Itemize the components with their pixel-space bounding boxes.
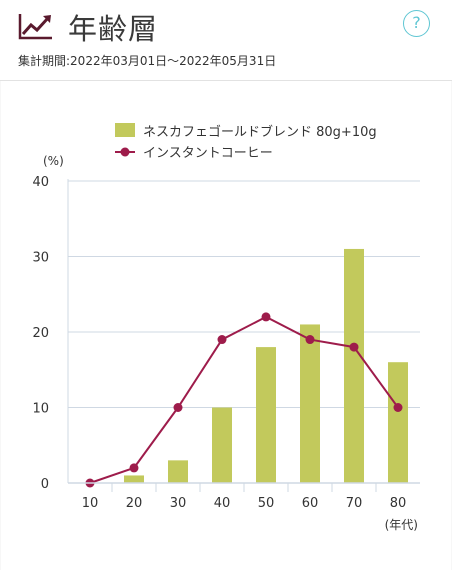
y-tick-label: 30 [32, 251, 49, 266]
axes: 0 10 20 30 40 10 20 30 40 50 60 70 80 (%) (年代) [32, 154, 420, 532]
data-point [305, 335, 315, 345]
bar [256, 347, 276, 483]
y-tick-label: 20 [32, 326, 49, 341]
x-tick-label: 40 [214, 496, 231, 511]
x-axis-label: (年代) [385, 518, 418, 532]
grid-lines [68, 180, 420, 492]
age-chart: 0 10 20 30 40 10 20 30 40 50 60 70 80 (%) (年代) ネスカフェゴー… [32, 123, 420, 532]
y-tick-label: 40 [32, 175, 49, 190]
x-tick-label: 60 [302, 496, 319, 511]
x-tick-label: 50 [258, 496, 275, 511]
chart-card: 0 10 20 30 40 10 20 30 40 50 60 70 80 (%) (年代) ネスカフェゴー… [1, 81, 451, 570]
bar [388, 362, 408, 483]
legend-marker-line [120, 147, 130, 157]
bar-series [124, 248, 408, 483]
data-point [129, 463, 139, 473]
data-point [349, 342, 359, 352]
trend-chart-icon [18, 14, 52, 40]
y-axis-label: (%) [43, 154, 64, 168]
y-tick-label: 10 [32, 402, 49, 417]
legend: ネスカフェゴールドブレンド 80g+10g インスタントコーヒー [115, 123, 377, 161]
page-title: 年齢層 [68, 12, 159, 46]
help-button[interactable]: ? [403, 10, 430, 37]
data-point [393, 403, 403, 412]
x-tick-label: 80 [390, 496, 407, 511]
data-point [217, 335, 227, 345]
chart-area: 0 10 20 30 40 10 20 30 40 50 60 70 80 (%) (年代) ネスカフェゴー… [0, 81, 452, 570]
legend-label-line: インスタントコーヒー [143, 146, 273, 161]
y-tick-label: 0 [41, 477, 49, 492]
bar [124, 475, 144, 483]
legend-swatch-bar [115, 123, 135, 137]
bar [344, 248, 364, 483]
bar [168, 460, 188, 483]
x-tick-label: 10 [82, 496, 99, 511]
data-point [261, 312, 271, 322]
x-tick-label: 70 [346, 496, 363, 511]
x-tick-label: 20 [126, 496, 143, 511]
bar [212, 407, 232, 483]
series-line [89, 315, 399, 484]
period-label: 集計期間:2022年03月01日～2022年05月31日 [18, 54, 277, 68]
x-tick-label: 30 [170, 496, 187, 511]
legend-label-bar: ネスカフェゴールドブレンド 80g+10g [143, 124, 377, 140]
bar [300, 324, 320, 483]
header: 年齢層 集計期間:2022年03月01日～2022年05月31日 ? [0, 0, 452, 81]
data-point [173, 403, 183, 412]
